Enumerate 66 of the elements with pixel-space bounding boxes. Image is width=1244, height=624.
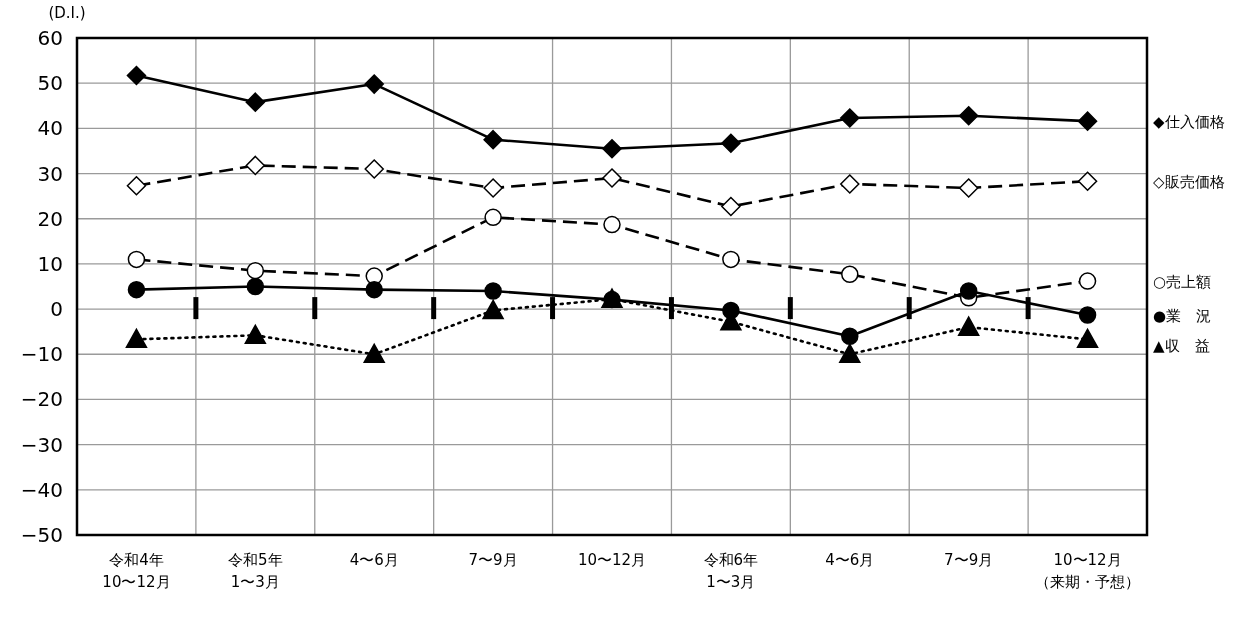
point — [839, 343, 861, 364]
point — [483, 129, 503, 150]
text: ◆仕入価格 — [1153, 113, 1225, 132]
point — [1077, 171, 1098, 191]
point — [841, 265, 859, 284]
point — [722, 250, 740, 269]
y-tick-label: 20 — [37, 206, 63, 231]
y-tick-label: 30 — [37, 161, 63, 186]
point — [125, 328, 148, 349]
point — [127, 250, 146, 269]
point — [958, 178, 979, 198]
point — [603, 215, 621, 234]
y-tick-label: 0 — [50, 297, 63, 322]
x-tick-label: 7〜9月 — [468, 551, 518, 569]
point — [244, 324, 267, 345]
x-tick-label: 10〜12月（来期・予想） — [1035, 551, 1141, 591]
point — [482, 299, 504, 320]
point — [127, 280, 146, 299]
x-tick-label: 令和6年1〜3月 — [703, 551, 759, 591]
x-tick-label: 令和5年1〜3月 — [228, 551, 283, 591]
point — [484, 208, 502, 227]
point — [841, 327, 859, 345]
point — [245, 92, 266, 112]
y-tick-label: −50 — [20, 523, 63, 547]
y-tick-label: 40 — [37, 116, 63, 141]
point — [1076, 328, 1099, 349]
point — [959, 282, 978, 300]
point — [246, 277, 265, 296]
point — [958, 105, 979, 126]
point — [1078, 272, 1097, 290]
point — [364, 74, 384, 94]
text: ◇販売価格 — [1153, 173, 1225, 192]
point — [602, 138, 622, 159]
point — [721, 196, 741, 217]
y-tick-label: −40 — [20, 477, 63, 502]
x-tick-label: 4〜6月 — [825, 551, 875, 569]
point — [1078, 306, 1097, 324]
point — [246, 261, 265, 280]
point — [602, 168, 622, 188]
point — [126, 65, 147, 86]
y-tick-label: 50 — [37, 71, 63, 96]
text: ●業 況 — [1153, 306, 1212, 325]
point — [484, 282, 502, 300]
text: ○売上額 — [1153, 273, 1212, 292]
point — [840, 174, 860, 194]
point — [483, 178, 503, 198]
y-tick-label: −20 — [20, 387, 63, 412]
y-tick-label: 60 — [37, 26, 63, 50]
y-tick-label: −10 — [20, 342, 63, 367]
point — [363, 343, 385, 364]
x-tick-label: 令和4年10〜12月 — [102, 551, 171, 591]
point — [840, 108, 860, 128]
y-tick-label: 10 — [37, 251, 63, 276]
point — [1077, 111, 1098, 131]
point — [364, 159, 384, 179]
point — [245, 155, 266, 176]
point — [721, 133, 741, 154]
point — [365, 280, 383, 299]
point — [126, 175, 147, 196]
y-axis-title: (D.I.) — [48, 4, 86, 22]
point — [957, 316, 980, 336]
x-tick-label: 4〜6月 — [349, 551, 399, 569]
text: ▲収 益 — [1153, 336, 1210, 355]
x-tick-label: 7〜9月 — [944, 551, 994, 569]
y-tick-label: −30 — [20, 432, 63, 457]
x-tick-label: 10〜12月 — [577, 551, 647, 569]
